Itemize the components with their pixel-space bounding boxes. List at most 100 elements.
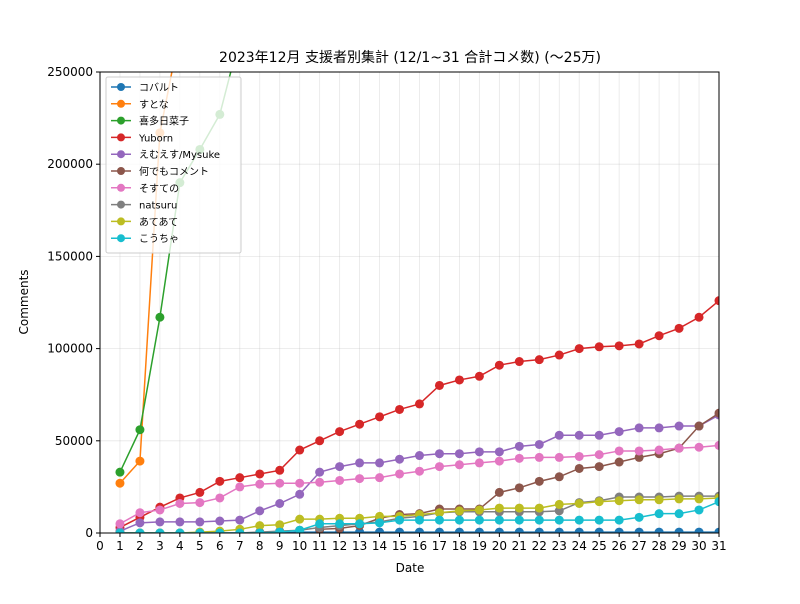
x-tick-label: 9 xyxy=(276,539,284,553)
axes: 0 1 2 3 4 5 6 7 8 9 10 11 12 13 14 15 16 17 18 19 20 21 22 23 24… xyxy=(47,65,726,553)
data-point xyxy=(694,505,704,515)
x-tick-label: 23 xyxy=(552,539,567,553)
data-point xyxy=(534,439,544,449)
data-point xyxy=(714,440,719,450)
data-point xyxy=(115,478,125,488)
data-point xyxy=(355,519,365,529)
y-axis-label: Comments xyxy=(17,269,31,334)
data-point xyxy=(674,421,684,431)
data-point xyxy=(614,341,624,351)
data-point xyxy=(195,487,205,497)
data-point xyxy=(454,460,464,470)
x-tick-label: 27 xyxy=(631,539,646,553)
data-point xyxy=(434,508,444,518)
x-tick-label: 21 xyxy=(512,539,527,553)
x-tick-label: 11 xyxy=(312,539,327,553)
data-point xyxy=(115,467,125,477)
data-point xyxy=(414,515,424,525)
data-point xyxy=(594,430,604,440)
data-point xyxy=(674,494,684,504)
plot-area xyxy=(115,72,719,533)
data-point xyxy=(115,528,125,533)
data-point xyxy=(594,527,604,533)
data-point xyxy=(614,457,624,467)
data-point xyxy=(634,512,644,522)
data-point xyxy=(654,331,664,341)
x-tick-label: 25 xyxy=(592,539,607,553)
legend-label: えむえす/Mysuke xyxy=(139,149,220,161)
data-point xyxy=(215,493,225,503)
data-point xyxy=(454,515,464,525)
data-point xyxy=(574,527,584,533)
data-point xyxy=(135,518,145,528)
data-point xyxy=(674,323,684,333)
data-point xyxy=(275,498,285,508)
data-point xyxy=(135,508,145,518)
data-point xyxy=(255,479,265,489)
data-point xyxy=(494,456,504,466)
data-point xyxy=(235,515,245,525)
data-point xyxy=(454,449,464,459)
data-point xyxy=(514,483,524,493)
x-tick-label: 0 xyxy=(96,539,104,553)
data-point xyxy=(654,495,664,505)
data-point xyxy=(494,515,504,525)
y-tick-label: 100000 xyxy=(47,342,93,356)
data-point xyxy=(275,527,285,533)
data-point xyxy=(255,521,265,531)
data-point xyxy=(594,497,604,507)
x-tick-label: 7 xyxy=(236,539,244,553)
data-point xyxy=(355,474,365,484)
data-point xyxy=(235,482,245,492)
chart-title: 2023年12月 支援者別集計 (12/1~31 合計コメ数) (〜25万) xyxy=(219,49,601,66)
x-tick-label: 20 xyxy=(492,539,507,553)
legend-label: そすての xyxy=(139,183,179,195)
data-point xyxy=(255,528,265,533)
data-point xyxy=(414,466,424,476)
data-point xyxy=(275,478,285,488)
data-point xyxy=(375,473,385,483)
data-point xyxy=(434,527,444,533)
data-point xyxy=(195,498,205,508)
data-point xyxy=(175,517,185,527)
data-point xyxy=(335,475,345,485)
data-point xyxy=(634,452,644,462)
legend-label: 喜多日菜子 xyxy=(139,115,189,128)
y-tick-label: 150000 xyxy=(47,249,93,263)
data-point xyxy=(574,430,584,440)
data-point xyxy=(195,517,205,527)
data-point xyxy=(395,454,405,464)
data-point xyxy=(714,527,719,533)
data-point xyxy=(634,423,644,433)
legend-label: natsuru xyxy=(139,201,177,212)
x-tick-label: 22 xyxy=(532,539,547,553)
data-point xyxy=(355,458,365,468)
data-point xyxy=(434,449,444,459)
data-point xyxy=(375,412,385,422)
data-point xyxy=(714,497,719,507)
data-point xyxy=(614,496,624,506)
data-point xyxy=(375,511,385,521)
y-tick-label: 0 xyxy=(85,526,93,540)
data-point xyxy=(494,487,504,497)
legend-marker xyxy=(117,99,125,108)
x-tick-label: 4 xyxy=(176,539,184,553)
x-tick-label: 26 xyxy=(612,539,627,553)
data-point xyxy=(554,472,564,482)
data-point xyxy=(494,503,504,513)
data-point xyxy=(694,527,704,533)
x-tick-label: 14 xyxy=(372,539,387,553)
data-point xyxy=(494,527,504,533)
data-point xyxy=(554,452,564,462)
axes-frame xyxy=(99,71,720,534)
data-point xyxy=(315,436,325,446)
legend-marker xyxy=(117,234,125,243)
data-point xyxy=(714,296,719,306)
data-point xyxy=(175,498,185,508)
x-tick-label: 24 xyxy=(572,539,587,553)
x-tick-label: 17 xyxy=(432,539,447,553)
data-point xyxy=(574,498,584,508)
data-point xyxy=(175,528,185,533)
legend-marker xyxy=(117,83,125,91)
